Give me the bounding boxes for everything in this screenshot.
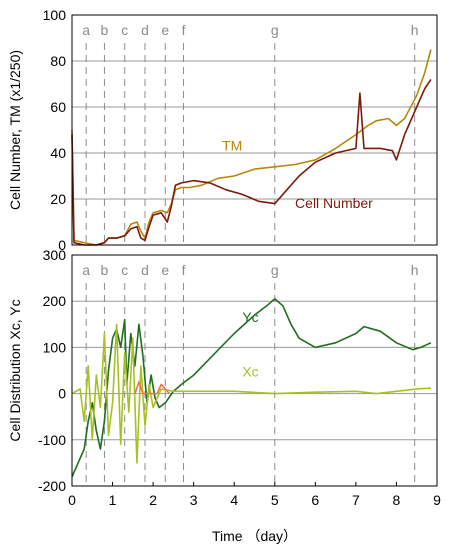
event-marker-label: c <box>121 22 128 38</box>
y-tick-label: 40 <box>50 145 66 161</box>
series-line-yc <box>71 298 432 478</box>
y-tick-label: 0 <box>58 386 66 402</box>
event-marker-label: a <box>82 262 90 278</box>
y-tick-label: 20 <box>50 191 66 207</box>
x-tick-label: 3 <box>190 492 198 508</box>
bottom-panel-y-ticks: -200 -100 0 100 200 300 <box>38 247 66 494</box>
x-axis-label: Time （day） <box>212 528 297 544</box>
series-line-xc <box>71 323 431 464</box>
series-annotation: Yc <box>242 309 258 325</box>
x-tick-label: 5 <box>271 492 279 508</box>
event-marker-label: a <box>82 22 90 38</box>
bottom-panel-frame <box>71 254 438 487</box>
top-panel-series <box>71 49 432 246</box>
bottom-panel-annotations: Yc Xc <box>242 309 258 380</box>
bottom-panel-series <box>71 298 432 478</box>
y-tick-label: 100 <box>43 339 67 355</box>
top-panel-y-axis-label: Cell Number, TM (x1/250) <box>7 50 23 210</box>
event-marker-label: f <box>182 22 186 38</box>
event-marker-label: f <box>182 262 186 278</box>
x-tick-label: 9 <box>433 492 441 508</box>
y-tick-label: 300 <box>43 247 67 263</box>
x-tick-label: 4 <box>230 492 238 508</box>
y-tick-label: 60 <box>50 99 66 115</box>
series-line-cell-number <box>71 78 432 246</box>
x-tick-label: 7 <box>352 492 360 508</box>
event-marker-label: b <box>101 262 109 278</box>
x-tick-label: 1 <box>109 492 117 508</box>
top-panel-y-ticks: 0 20 40 60 80 100 <box>43 7 67 253</box>
event-marker-label: g <box>271 22 279 38</box>
event-marker-label: c <box>121 262 128 278</box>
y-tick-label: -200 <box>38 478 66 494</box>
event-marker-label: h <box>411 22 419 38</box>
x-tick-label: 8 <box>393 492 401 508</box>
top-panel-frame <box>71 14 438 246</box>
top-panel-grid <box>72 60 437 200</box>
x-tick-label: 0 <box>68 492 76 508</box>
series-annotation: TM <box>222 138 242 154</box>
top-panel-annotations: TM Cell Number <box>222 138 373 212</box>
event-marker-label: d <box>141 262 149 278</box>
y-tick-label: 80 <box>50 53 66 69</box>
event-marker-label: e <box>161 262 169 278</box>
series-annotation: Xc <box>242 364 258 380</box>
y-tick-label: 0 <box>58 237 66 253</box>
series-annotation: Cell Number <box>295 195 373 211</box>
series-line-transient <box>134 381 170 395</box>
bottom-panel-x-ticks: 0 1 2 3 4 5 6 7 8 9 <box>68 482 441 508</box>
y-tick-label: -100 <box>38 432 66 448</box>
series-line-tm <box>71 49 432 246</box>
event-marker-label: d <box>141 22 149 38</box>
x-tick-label: 6 <box>311 492 319 508</box>
event-marker-label: e <box>161 22 169 38</box>
y-tick-label: 100 <box>43 7 67 23</box>
x-tick-label: 2 <box>149 492 157 508</box>
event-marker-label: g <box>271 262 279 278</box>
event-marker-label: h <box>411 262 419 278</box>
event-marker-label: b <box>101 22 109 38</box>
y-tick-label: 200 <box>43 293 67 309</box>
bottom-panel-y-axis-label: Cell Distribution Xc, Yc <box>7 299 23 441</box>
